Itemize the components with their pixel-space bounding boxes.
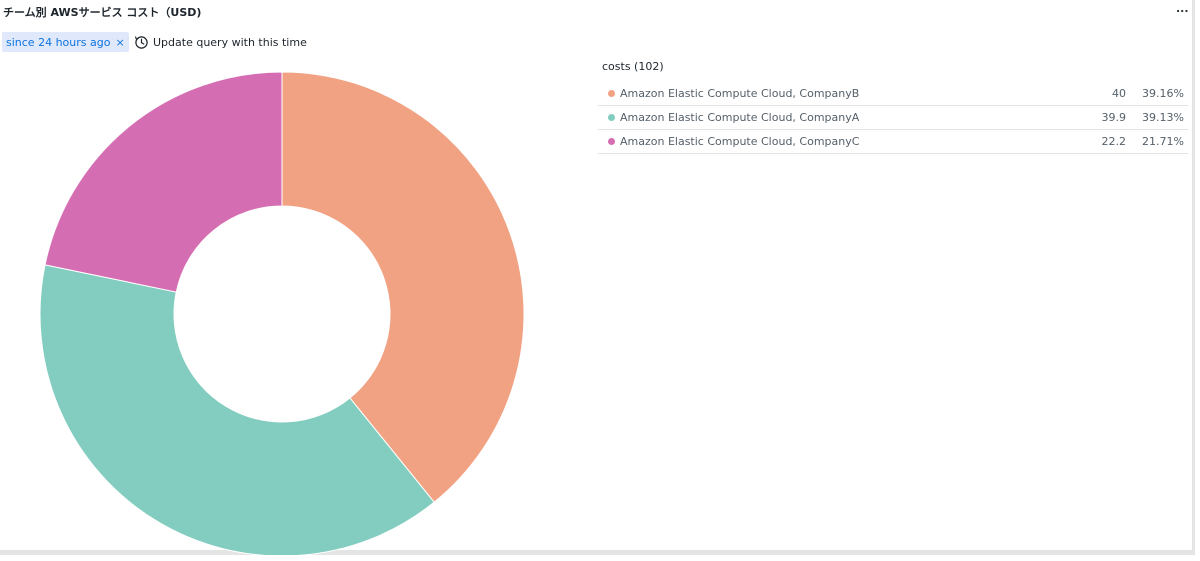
legend-item[interactable]: Amazon Elastic Compute Cloud, CompanyA 3…	[598, 106, 1188, 130]
donut-slice-1[interactable]	[281, 71, 525, 503]
update-query-label: Update query with this time	[153, 35, 307, 49]
donut-chart	[39, 71, 525, 555]
legend-item-value: 39.9	[1101, 111, 1127, 124]
time-range-chip[interactable]: since 24 hours ago ×	[2, 32, 129, 52]
chart-legend: costs (102) Amazon Elastic Compute Cloud…	[598, 60, 1188, 154]
time-range-label: since 24 hours ago	[6, 35, 111, 49]
clock-icon	[135, 35, 148, 49]
legend-item-value: 40	[1112, 87, 1126, 100]
legend-color-dot	[608, 138, 615, 145]
donut-slice-2[interactable]	[39, 264, 435, 555]
legend-item[interactable]: Amazon Elastic Compute Cloud, CompanyC 2…	[598, 130, 1188, 154]
legend-color-dot	[608, 114, 615, 121]
legend-item-name: Amazon Elastic Compute Cloud, CompanyB	[620, 87, 860, 100]
legend-item-percent: 21.71%	[1142, 135, 1184, 148]
legend-item[interactable]: Amazon Elastic Compute Cloud, CompanyB 4…	[598, 82, 1188, 106]
legend-title: costs (102)	[602, 60, 664, 73]
panel-title: チーム別 AWSサービス コスト（USD)	[3, 6, 202, 19]
legend-item-percent: 39.13%	[1142, 111, 1184, 124]
legend-item-name: Amazon Elastic Compute Cloud, CompanyA	[620, 111, 860, 124]
donut-slice-3[interactable]	[44, 71, 283, 293]
legend-item-value: 22.2	[1101, 135, 1127, 148]
update-query-button[interactable]: Update query with this time	[134, 33, 307, 51]
legend-item-name: Amazon Elastic Compute Cloud, CompanyC	[620, 135, 860, 148]
legend-color-dot	[608, 90, 615, 97]
legend-item-percent: 39.16%	[1142, 87, 1184, 100]
more-options-button[interactable]: ...	[1176, 2, 1189, 15]
close-icon[interactable]: ×	[115, 35, 125, 49]
